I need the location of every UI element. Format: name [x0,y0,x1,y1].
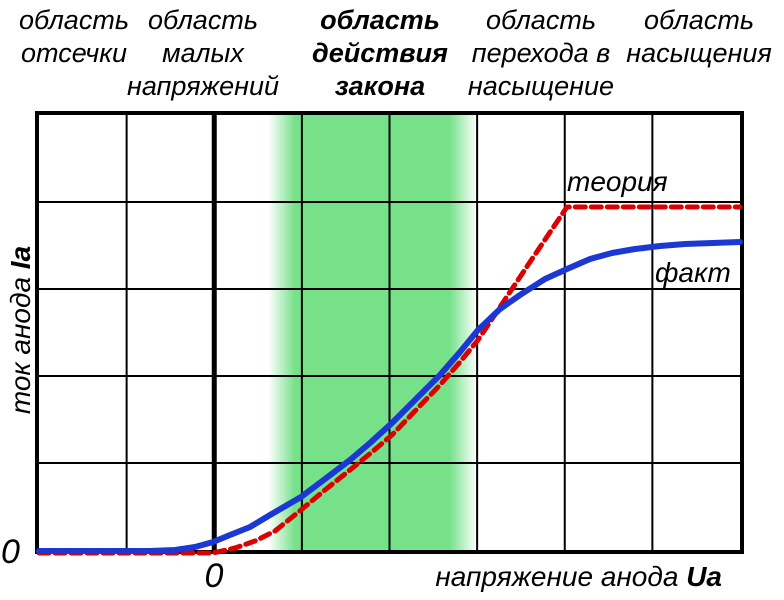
x-axis-title-text: напряжение анода [435,561,687,592]
region-label-law-region: область действия закона [312,5,448,101]
region-label-small-voltages: область малых напряжений [126,5,280,101]
x-axis-title: напряжение анода Ua [430,561,722,593]
region-label-transition-to-saturation: область перехода в насыщение [467,5,615,101]
plot-area [35,111,744,556]
series-label-theory: теория [567,166,668,197]
y-axis-zero-label: 0 [1,533,20,571]
series-curve-fact [36,239,743,554]
plot-svg [36,115,743,556]
region-label-saturation: область насыщения [626,5,772,68]
x-axis-zero-label: 0 [204,557,224,595]
series-label-fact: факт [655,257,731,288]
y-axis-title-var: Ia [5,245,36,270]
y-axis-title-text: ток анода [5,269,36,415]
x-axis-title-var: Ua [686,561,722,592]
y-axis-title: ток анода Ia [5,246,37,414]
region-label-cutoff: область отсечки [18,5,130,68]
series-curve-theory [36,204,743,556]
